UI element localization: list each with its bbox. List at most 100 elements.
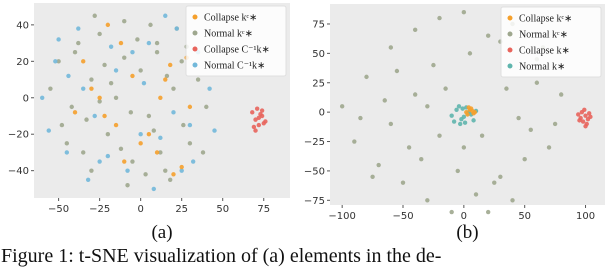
point xyxy=(492,180,497,185)
point xyxy=(151,186,156,192)
point xyxy=(76,40,81,46)
point xyxy=(187,104,193,110)
x-tick-label: −100 xyxy=(328,211,355,222)
point xyxy=(105,132,111,137)
point xyxy=(125,183,130,188)
y-tick-label: 20 xyxy=(16,57,29,68)
point xyxy=(168,62,173,68)
point xyxy=(56,37,61,42)
x-tick-label: 50 xyxy=(518,211,531,222)
legend-marker xyxy=(192,14,198,20)
point xyxy=(454,107,459,112)
point xyxy=(457,121,463,127)
point xyxy=(425,104,430,109)
legend-label: Normal k∗ xyxy=(519,62,565,73)
y-tick-label: 0 xyxy=(23,93,29,104)
legend-label: Normal C⁻¹k∗ xyxy=(204,61,265,72)
point xyxy=(163,77,168,82)
y-tick-label: −50 xyxy=(304,166,325,177)
point xyxy=(135,37,140,42)
point xyxy=(59,122,65,128)
legend-box xyxy=(185,5,287,77)
legend-marker xyxy=(507,47,513,53)
point xyxy=(370,174,375,179)
point xyxy=(158,150,163,155)
point xyxy=(256,122,262,128)
point xyxy=(138,141,143,146)
point xyxy=(200,150,206,155)
point xyxy=(187,122,193,128)
point xyxy=(72,50,78,55)
point xyxy=(108,80,114,86)
y-tick-label: 25 xyxy=(312,78,325,89)
point xyxy=(146,132,152,137)
point xyxy=(81,150,86,155)
point xyxy=(171,172,176,177)
point xyxy=(558,92,564,97)
point xyxy=(108,44,114,49)
x-tick-label: 50 xyxy=(216,204,229,215)
point xyxy=(81,86,86,91)
legend-marker xyxy=(192,46,198,52)
point xyxy=(552,121,558,127)
point xyxy=(534,80,540,85)
point xyxy=(174,26,179,31)
point xyxy=(138,68,143,73)
point xyxy=(588,114,593,120)
legend-label: Collapse C⁻¹k∗ xyxy=(204,45,270,56)
point xyxy=(339,104,345,109)
subplot-label: (a) xyxy=(151,222,172,243)
y-tick-label: −20 xyxy=(8,130,29,141)
point xyxy=(181,122,186,128)
point xyxy=(154,40,160,46)
point xyxy=(72,110,78,115)
point xyxy=(528,127,533,132)
point xyxy=(146,113,152,119)
legend-label: Collapse kᶜ∗ xyxy=(204,13,257,24)
point xyxy=(122,159,127,164)
point xyxy=(516,115,521,121)
y-tick-label: 50 xyxy=(312,49,325,60)
point xyxy=(118,40,124,46)
point xyxy=(400,180,406,185)
point xyxy=(254,106,260,111)
point xyxy=(187,141,193,146)
legend-box xyxy=(500,6,602,78)
point xyxy=(105,22,111,28)
point xyxy=(122,55,127,60)
point xyxy=(92,13,97,18)
point xyxy=(358,115,363,121)
point xyxy=(577,118,582,123)
point xyxy=(148,22,153,28)
point xyxy=(143,172,148,177)
point xyxy=(460,106,465,111)
point xyxy=(113,68,119,73)
point xyxy=(259,108,265,113)
point xyxy=(85,177,91,182)
point xyxy=(122,19,127,24)
point xyxy=(81,59,86,64)
point xyxy=(256,115,262,121)
point xyxy=(179,168,184,173)
point xyxy=(576,112,581,117)
point xyxy=(69,104,74,110)
point xyxy=(204,104,209,110)
x-tick-label: 0 xyxy=(461,211,467,222)
point xyxy=(419,156,424,162)
point xyxy=(56,59,61,64)
point xyxy=(66,73,71,79)
point xyxy=(473,192,479,197)
point xyxy=(97,95,102,100)
point xyxy=(451,119,457,124)
point xyxy=(154,150,160,155)
point xyxy=(168,177,173,182)
point xyxy=(40,95,45,100)
point xyxy=(472,109,478,115)
point xyxy=(479,133,485,138)
point xyxy=(97,99,102,104)
point xyxy=(113,122,119,128)
point xyxy=(158,95,163,100)
point xyxy=(164,73,170,79)
